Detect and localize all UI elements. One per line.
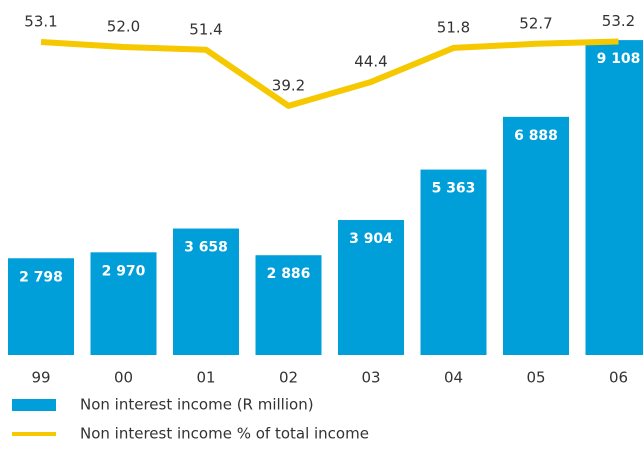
x-tick-label: 06 [609, 369, 628, 387]
line-value-label: 52.7 [519, 14, 552, 32]
x-tick-label: 02 [279, 369, 298, 387]
bar-value-label: 9 108 [597, 51, 641, 67]
x-tick-label: 04 [444, 369, 463, 387]
x-tick-label: 00 [114, 369, 133, 387]
legend-swatch [12, 399, 56, 411]
bar [255, 255, 322, 355]
bar [338, 220, 404, 355]
bar-value-label: 3 904 [349, 231, 393, 247]
line [40, 38, 619, 109]
line-value-label: 52.0 [107, 18, 140, 36]
x-tick-label: 05 [526, 369, 545, 387]
bar-value-label: 2 970 [102, 263, 146, 279]
bar [90, 252, 157, 355]
legend-label: Non interest income % of total income [80, 425, 369, 443]
line-value-label: 53.2 [602, 12, 635, 30]
bar [503, 116, 569, 355]
bar-value-label: 5 363 [432, 181, 476, 197]
bar [420, 169, 487, 355]
bar-value-label: 6 888 [514, 128, 558, 144]
line-value-label: 44.4 [354, 52, 387, 70]
bar-value-label: 3 658 [184, 240, 228, 256]
line-value-label: 51.8 [437, 18, 470, 36]
line-value-label: 53.1 [24, 12, 57, 30]
x-tick-label: 99 [31, 369, 50, 387]
x-tick-label: 03 [361, 369, 380, 387]
bar [173, 228, 239, 355]
line-value-label: 39.2 [272, 76, 305, 94]
bar-value-label: 2 886 [267, 266, 311, 282]
legend-label: Non interest income (R million) [80, 396, 314, 414]
bar [8, 258, 74, 355]
bar [585, 40, 643, 356]
x-tick-label: 01 [196, 369, 215, 387]
line-value-label: 51.4 [189, 20, 222, 38]
bar-value-label: 2 798 [19, 269, 63, 285]
